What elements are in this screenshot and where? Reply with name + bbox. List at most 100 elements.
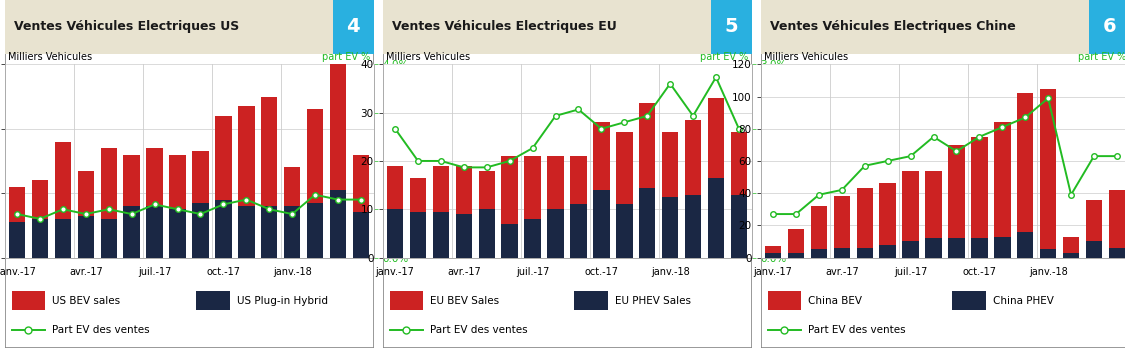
Bar bbox=[100, 148, 117, 219]
Bar bbox=[1089, 0, 1125, 54]
Bar bbox=[811, 206, 827, 250]
Text: oct.-17: oct.-17 bbox=[584, 267, 619, 277]
Bar bbox=[616, 204, 632, 258]
Bar bbox=[547, 209, 564, 258]
Bar bbox=[215, 116, 232, 200]
Bar bbox=[352, 155, 369, 212]
Text: juil.-17: juil.-17 bbox=[138, 267, 171, 277]
Bar bbox=[925, 238, 942, 258]
Bar bbox=[146, 206, 163, 258]
Bar bbox=[478, 171, 495, 209]
Bar bbox=[948, 238, 965, 258]
Bar bbox=[456, 214, 472, 258]
Bar bbox=[78, 171, 94, 216]
Text: avr.-17: avr.-17 bbox=[447, 267, 480, 277]
Bar bbox=[856, 188, 873, 248]
Text: US BEV sales: US BEV sales bbox=[53, 296, 120, 306]
Text: 5: 5 bbox=[724, 17, 738, 37]
Bar bbox=[1108, 190, 1125, 248]
Bar bbox=[9, 187, 26, 222]
Text: janv.-17: janv.-17 bbox=[376, 267, 414, 277]
Text: juil.-17: juil.-17 bbox=[516, 267, 549, 277]
Bar bbox=[856, 248, 873, 258]
Text: EU PHEV Sales: EU PHEV Sales bbox=[615, 296, 691, 306]
Bar bbox=[478, 209, 495, 258]
Text: Milliers Vehicules: Milliers Vehicules bbox=[764, 52, 848, 62]
Bar bbox=[215, 200, 232, 258]
Text: Ventes Véhicules Electriques US: Ventes Véhicules Electriques US bbox=[14, 21, 238, 33]
Bar bbox=[765, 246, 782, 253]
Bar bbox=[685, 120, 701, 195]
Bar bbox=[124, 206, 140, 258]
Bar bbox=[788, 253, 804, 258]
Text: juil.-17: juil.-17 bbox=[894, 267, 927, 277]
Bar bbox=[433, 212, 449, 258]
Bar bbox=[768, 291, 801, 310]
Text: Part EV des ventes: Part EV des ventes bbox=[431, 325, 528, 335]
Bar bbox=[284, 167, 300, 206]
Bar bbox=[410, 178, 426, 212]
Text: 6: 6 bbox=[1102, 17, 1116, 37]
Bar bbox=[32, 180, 48, 219]
Bar bbox=[1063, 237, 1079, 253]
Bar bbox=[307, 109, 323, 203]
Text: oct.-17: oct.-17 bbox=[962, 267, 997, 277]
Text: janv.-18: janv.-18 bbox=[272, 267, 312, 277]
Bar bbox=[994, 237, 1010, 258]
Text: Ventes Véhicules Electriques EU: Ventes Véhicules Electriques EU bbox=[392, 21, 617, 33]
Bar bbox=[192, 203, 209, 258]
Bar bbox=[788, 229, 804, 253]
Bar bbox=[593, 190, 610, 258]
Bar bbox=[708, 178, 724, 258]
Bar bbox=[902, 171, 919, 242]
Bar bbox=[524, 156, 541, 219]
Bar bbox=[238, 106, 254, 206]
Text: janv.-18: janv.-18 bbox=[1028, 267, 1068, 277]
Text: Part EV des ventes: Part EV des ventes bbox=[809, 325, 906, 335]
Bar bbox=[238, 206, 254, 258]
Bar bbox=[197, 291, 230, 310]
Bar bbox=[639, 188, 656, 258]
Bar bbox=[834, 248, 850, 258]
Bar bbox=[169, 209, 186, 258]
Bar bbox=[330, 29, 346, 190]
Bar bbox=[387, 166, 404, 209]
Text: Ventes Véhicules Electriques Chine: Ventes Véhicules Electriques Chine bbox=[770, 21, 1016, 33]
Bar bbox=[100, 219, 117, 258]
Bar bbox=[55, 219, 71, 258]
Bar bbox=[902, 242, 919, 258]
Bar bbox=[1063, 253, 1079, 258]
Text: avr.-17: avr.-17 bbox=[69, 267, 102, 277]
Text: Milliers Vehicules: Milliers Vehicules bbox=[8, 52, 92, 62]
Bar bbox=[1086, 242, 1102, 258]
Bar bbox=[925, 171, 942, 238]
Bar bbox=[662, 132, 678, 197]
Bar bbox=[12, 291, 45, 310]
Bar bbox=[994, 122, 1010, 237]
Bar bbox=[662, 197, 678, 258]
Bar bbox=[124, 155, 140, 206]
Bar bbox=[32, 219, 48, 258]
Bar bbox=[261, 206, 278, 258]
Text: janv.-18: janv.-18 bbox=[650, 267, 690, 277]
Bar bbox=[1040, 250, 1056, 258]
Bar bbox=[880, 245, 896, 258]
Bar bbox=[352, 212, 369, 258]
Text: part EV %: part EV % bbox=[1078, 52, 1125, 62]
Bar bbox=[146, 148, 163, 206]
Text: oct.-17: oct.-17 bbox=[206, 267, 241, 277]
Bar bbox=[330, 190, 346, 258]
Bar bbox=[524, 219, 541, 258]
Bar bbox=[811, 250, 827, 258]
Text: janv.-17: janv.-17 bbox=[754, 267, 792, 277]
Bar bbox=[333, 0, 374, 54]
Bar bbox=[765, 253, 782, 258]
Bar bbox=[711, 0, 752, 54]
Text: Part EV des ventes: Part EV des ventes bbox=[53, 325, 150, 335]
Bar bbox=[575, 291, 608, 310]
Text: janv.-17: janv.-17 bbox=[0, 267, 36, 277]
Bar bbox=[685, 195, 701, 258]
Text: avr.-17: avr.-17 bbox=[825, 267, 858, 277]
Bar bbox=[78, 216, 94, 258]
Bar bbox=[387, 209, 404, 258]
